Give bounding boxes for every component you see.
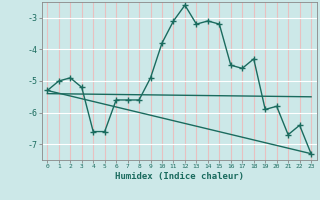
- X-axis label: Humidex (Indice chaleur): Humidex (Indice chaleur): [115, 172, 244, 181]
